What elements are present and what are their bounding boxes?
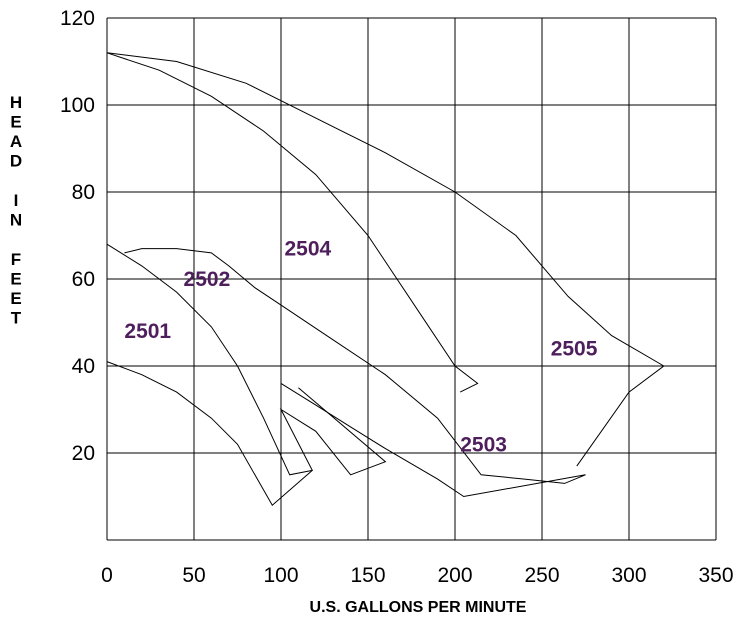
pump-curve-2504 xyxy=(106,52,479,393)
pump-curve-2505 xyxy=(106,52,665,467)
curve-label-2503: 2503 xyxy=(460,433,507,456)
y-axis-label-letter: F xyxy=(11,250,21,269)
y-axis-label-letter: H xyxy=(10,93,22,112)
y-axis-label-letter: E xyxy=(10,289,21,308)
x-tick-label: 50 xyxy=(182,564,205,587)
curve-label-2504: 2504 xyxy=(284,238,331,261)
y-axis-label-letter: N xyxy=(10,211,22,230)
y-tick-label: 40 xyxy=(72,355,95,378)
x-tick-label: 150 xyxy=(350,564,385,587)
y-tick-label: 120 xyxy=(60,7,95,30)
y-axis-label-letter: E xyxy=(10,113,21,132)
y-tick-labels: 20 40 60 80 100 120 xyxy=(60,7,95,465)
y-axis-label-letter: I xyxy=(14,191,19,210)
curve-label-2502: 2502 xyxy=(184,268,231,291)
x-tick-label: 100 xyxy=(263,564,298,587)
x-tick-label: 250 xyxy=(524,564,559,587)
y-tick-label: 100 xyxy=(60,94,95,117)
x-tick-label: 350 xyxy=(698,564,733,587)
x-tick-label: 0 xyxy=(101,564,113,587)
grid xyxy=(106,17,717,541)
curve-label-2501: 2501 xyxy=(124,320,171,343)
pump-curve-2501 xyxy=(106,361,313,506)
y-axis-label-letter: E xyxy=(10,270,21,289)
pump-curve-2502 xyxy=(106,243,387,476)
y-axis-label-letter: A xyxy=(10,132,22,151)
curve-label-2505: 2505 xyxy=(551,338,598,361)
x-tick-label: 300 xyxy=(611,564,646,587)
pump-curve-2503 xyxy=(124,248,586,498)
x-axis-label: U.S. GALLONS PER MINUTE xyxy=(310,599,527,616)
y-tick-label: 60 xyxy=(72,268,95,291)
y-tick-label: 80 xyxy=(72,181,95,204)
x-tick-labels: 0 50 100 150 200 250 300 350 xyxy=(101,564,733,587)
pump-curves xyxy=(106,52,665,506)
y-axis-label-letter: T xyxy=(11,309,22,328)
x-tick-label: 200 xyxy=(437,564,472,587)
y-tick-label: 20 xyxy=(72,442,95,465)
curve-labels: 2501 2502 2503 2504 2505 xyxy=(124,238,597,457)
y-axis-label-letter: D xyxy=(10,152,22,171)
